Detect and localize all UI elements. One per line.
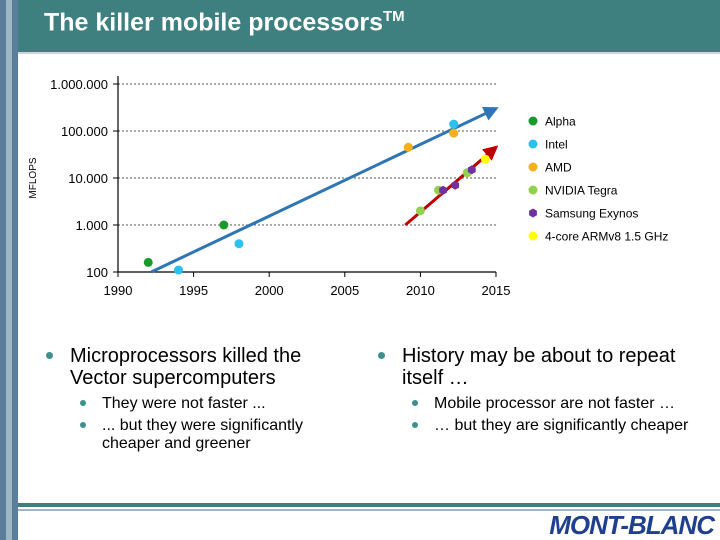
bullet-main: History may be about to repeat itself … (372, 345, 692, 389)
data-point (234, 239, 244, 249)
bullets-right: History may be about to repeat itself … … (372, 345, 692, 439)
data-point (467, 165, 476, 175)
footer-rule-thin (18, 509, 720, 511)
left-accent-stripe (6, 0, 12, 540)
y-tick-label: 1.000.000 (50, 77, 108, 92)
x-tick-label: 2010 (406, 283, 435, 298)
data-point (415, 206, 425, 216)
legend-marker (528, 116, 538, 126)
legend-label: Alpha (545, 115, 576, 129)
left-accent-bar (0, 0, 18, 540)
trend-line (150, 106, 499, 274)
legend-marker (528, 162, 538, 172)
x-tick-label: 2000 (255, 283, 284, 298)
bullets-left: Microprocessors killed the Vector superc… (40, 345, 360, 457)
data-point (143, 257, 153, 267)
title-rule (18, 52, 720, 54)
bullet-sub: Mobile processor are not faster … (372, 395, 692, 413)
data-point (449, 119, 459, 129)
data-point (173, 265, 183, 275)
legend-marker (528, 185, 538, 195)
x-tick-label: 2015 (482, 283, 511, 298)
legend-marker (528, 139, 538, 149)
legend-label: Samsung Exynos (545, 207, 638, 221)
data-point (451, 180, 460, 190)
y-tick-label: 100 (86, 265, 108, 280)
legend-label: AMD (545, 161, 572, 175)
x-tick-label: 1995 (179, 283, 208, 298)
mont-blanc-logo: MONT-BLANC (549, 510, 715, 540)
legend-label: NVIDIA Tegra (545, 184, 618, 198)
data-point (219, 220, 229, 230)
data-point (403, 142, 413, 152)
legend-marker (529, 208, 537, 218)
data-point (480, 154, 490, 164)
y-tick-label: 100.000 (61, 124, 108, 139)
bullet-sub: They were not faster ... (40, 395, 360, 413)
x-tick-label: 1990 (104, 283, 133, 298)
y-tick-label: 1.000 (75, 218, 108, 233)
trademark-sup: TM (383, 8, 405, 25)
bullet-sub: ... but they were significantly cheaper … (40, 417, 360, 453)
x-tick-label: 2005 (330, 283, 359, 298)
data-point (449, 128, 459, 138)
legend-label: 4-core ARMv8 1.5 GHz (545, 230, 668, 244)
y-axis-label: MFLOPS (28, 157, 39, 198)
data-point (439, 185, 447, 195)
y-tick-label: 10.000 (68, 171, 108, 186)
slide-title: The killer mobile processorsTM (44, 8, 405, 37)
legend-marker (528, 231, 538, 241)
bullet-main: Microprocessors killed the Vector superc… (40, 345, 360, 389)
footer-rule (18, 503, 720, 507)
bullet-sub: … but they are significantly cheaper (372, 417, 692, 435)
slide-title-text: The killer mobile processors (44, 8, 384, 37)
title-bar: The killer mobile processorsTM (18, 0, 720, 52)
legend-label: Intel (545, 138, 568, 152)
mflops-chart: 100 1.000 10.000 100.000 1.000.000 1990 1995 20… (28, 76, 668, 298)
